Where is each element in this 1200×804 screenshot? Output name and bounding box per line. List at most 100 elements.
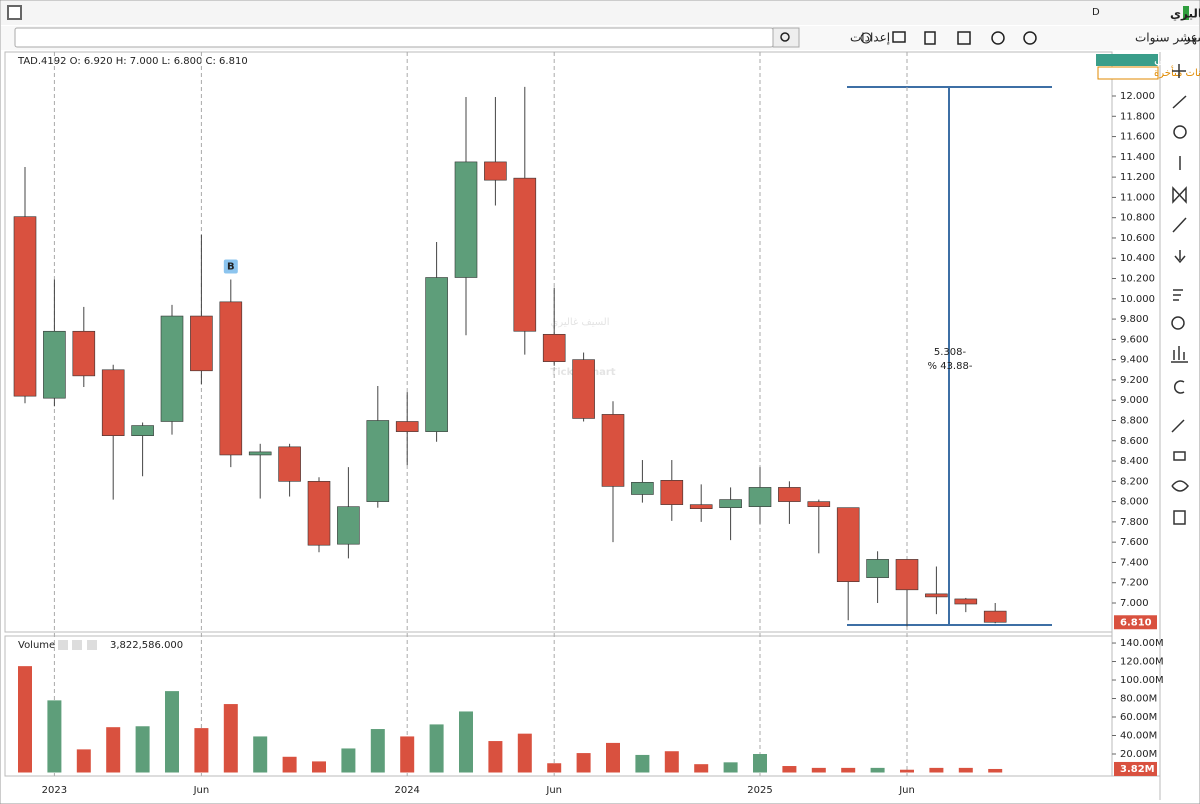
y-tick-label: 7.000 — [1120, 598, 1149, 609]
interval-button[interactable]: شهر — [1184, 31, 1200, 46]
settings-button[interactable]: إعدادات — [850, 31, 890, 45]
candle-body — [719, 499, 742, 508]
y-tick-label: 8.400 — [1120, 456, 1149, 467]
y-tick-label: 12.000 — [1120, 91, 1155, 102]
watermark-arabic: السيف غاليري — [551, 317, 610, 328]
volume-bar — [429, 724, 444, 773]
candle-body — [484, 161, 507, 181]
tool-fib[interactable] — [1172, 217, 1187, 233]
volume-bar — [782, 766, 797, 773]
volume-bar — [900, 769, 914, 773]
volume-bar — [400, 736, 415, 773]
y-tick-label: 10.800 — [1120, 213, 1155, 224]
volume-bar — [194, 728, 209, 773]
y-tick-label: 11.600 — [1120, 132, 1155, 143]
y-tick-label: 7.400 — [1120, 557, 1149, 568]
volume-bar — [841, 767, 856, 773]
legend-button[interactable] — [87, 640, 97, 650]
indicators-button[interactable] — [924, 31, 936, 45]
volume-legend-value: 3,822,586.000 — [110, 640, 183, 651]
volume-bar — [988, 768, 1003, 773]
y-tick-label: 60.00M — [1120, 712, 1157, 723]
tool-line[interactable] — [1172, 95, 1187, 109]
header — [1, 1, 1199, 25]
y-tick-label: 11.000 — [1120, 192, 1155, 203]
style-button[interactable] — [1023, 31, 1037, 45]
candle-body — [631, 482, 654, 495]
measure-tool: 5.308- % 43.88- — [847, 86, 1052, 626]
candle-body — [131, 425, 154, 436]
candle-body — [395, 421, 419, 432]
tool-list[interactable] — [1173, 289, 1183, 301]
tool-hide[interactable] — [1171, 480, 1189, 492]
y-tick-label: 8.800 — [1120, 415, 1149, 426]
y-tick-label: 11.800 — [1120, 111, 1155, 122]
tool-circle[interactable] — [1173, 125, 1187, 139]
candle-body — [366, 420, 390, 502]
y-tick-label: 10.400 — [1120, 253, 1155, 264]
candle-body — [954, 598, 978, 605]
compare-button[interactable] — [957, 31, 971, 45]
status-bar — [1183, 6, 1189, 20]
y-tick-label: 11.400 — [1120, 152, 1155, 163]
candle-body — [513, 177, 537, 332]
candle-body — [307, 481, 331, 546]
legend-button[interactable] — [58, 640, 68, 650]
volume-bar — [606, 742, 620, 773]
drawings-badge[interactable] — [1096, 54, 1158, 66]
volume-bar — [664, 751, 679, 773]
legend-button[interactable] — [72, 640, 82, 650]
alerts-button[interactable] — [991, 31, 1005, 45]
y-tick-label: 8.200 — [1120, 476, 1149, 487]
volume-bar — [370, 729, 385, 773]
candle-body — [278, 446, 301, 482]
x-tick-label: 2025 — [747, 785, 772, 796]
y-tick-label: 10.000 — [1120, 294, 1155, 305]
symbol-title: السيف غاليري — [1170, 7, 1200, 21]
tool-arrow[interactable] — [1174, 250, 1186, 264]
tool-pen[interactable] — [1171, 419, 1185, 433]
candle-body — [689, 504, 713, 509]
candle-body — [425, 277, 448, 432]
candle-body — [807, 501, 831, 507]
tool-clear[interactable] — [1174, 380, 1185, 394]
measure-percent: % 43.88- — [928, 361, 973, 372]
candle-body — [778, 487, 801, 502]
volume-bar — [694, 764, 709, 773]
y-tick-label: 20.00M — [1120, 749, 1157, 760]
tool-zoom[interactable] — [1171, 316, 1185, 330]
candle-body — [454, 161, 478, 278]
volume-bar — [870, 767, 885, 773]
y-tick-label: 9.200 — [1120, 375, 1149, 386]
last-value-badge — [1114, 615, 1157, 630]
ohlc-legend: TAD.4192 O: 6.920 H: 7.000 L: 6.800 C: 6… — [17, 56, 248, 67]
candle-body — [572, 359, 595, 419]
candle-body — [601, 414, 625, 487]
tool-trash[interactable] — [1173, 510, 1186, 525]
tool-volume[interactable] — [1171, 346, 1188, 363]
period-button[interactable]: عشر سنوات — [1135, 31, 1198, 46]
last-value-badge — [1114, 761, 1157, 776]
volume-bar — [723, 762, 738, 773]
volume-bar — [488, 741, 503, 773]
y-tick-label: 120.00M — [1120, 657, 1164, 668]
y-tick-label: 9.800 — [1120, 314, 1149, 325]
volume-bar — [635, 754, 650, 773]
volume-bar — [312, 761, 326, 773]
volume-bar — [517, 733, 532, 773]
volume-bar — [811, 767, 826, 773]
camera-button[interactable] — [892, 31, 906, 43]
volume-bar — [929, 767, 944, 773]
tool-lock[interactable] — [1173, 451, 1186, 461]
tool-pattern[interactable] — [1172, 186, 1187, 204]
volume-bar — [223, 704, 238, 773]
search-input[interactable] — [14, 27, 774, 48]
window-button[interactable] — [7, 5, 22, 20]
candle-body — [925, 593, 948, 598]
search-button[interactable] — [772, 27, 800, 48]
y-tick-label: 40.00M — [1120, 731, 1157, 742]
y-tick-label: 9.000 — [1120, 395, 1149, 406]
y-tick-label: 7.600 — [1120, 537, 1149, 548]
candle-body — [748, 487, 772, 507]
candle-body — [660, 480, 684, 505]
